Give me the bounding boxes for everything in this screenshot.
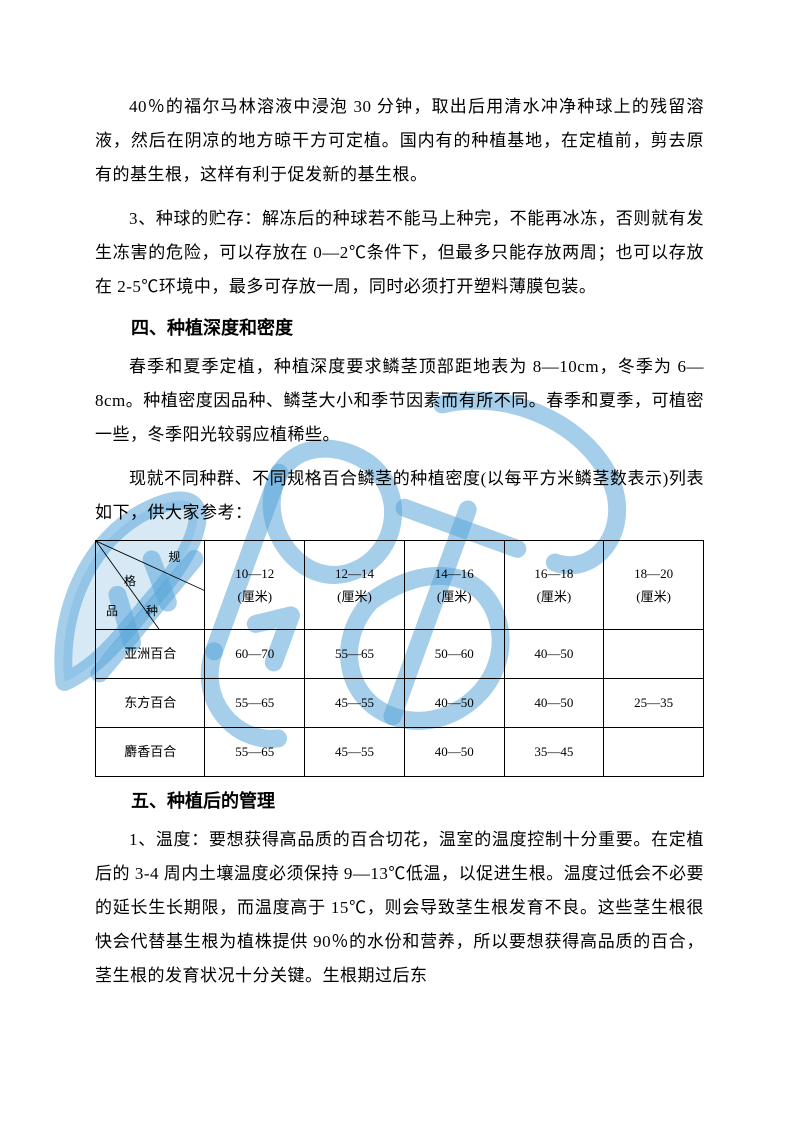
table-cell <box>604 728 704 777</box>
paragraph-5: 1、温度：要想获得高品质的百合切花，温室的温度控制十分重要。在定植后的 3-4 … <box>95 823 704 993</box>
row-label: 亚洲百合 <box>96 630 205 679</box>
table-cell: 55—65 <box>205 679 305 728</box>
table-cell: 45—55 <box>305 679 405 728</box>
paragraph-2: 3、种球的贮存：解冻后的种球若不能马上种完，不能再冰冻，否则就有发生冻害的危险，… <box>95 202 704 304</box>
heading-4: 四、种植深度和密度 <box>95 314 704 340</box>
table-row: 东方百合55—6545—5540—5040—5025—35 <box>96 679 704 728</box>
column-header: 14—16(厘米) <box>404 541 504 630</box>
row-label: 麝香百合 <box>96 728 205 777</box>
table-cell: 40—50 <box>404 728 504 777</box>
column-header: 12—14(厘米) <box>305 541 405 630</box>
table-row: 亚洲百合60—7055—6550—6040—50 <box>96 630 704 679</box>
table-cell: 55—65 <box>205 728 305 777</box>
table-cell: 50—60 <box>404 630 504 679</box>
table-row: 麝香百合55—6545—5540—5035—45 <box>96 728 704 777</box>
table-cell: 40—50 <box>504 679 604 728</box>
table-cell: 45—55 <box>305 728 405 777</box>
corner-label-mid: 格 <box>124 571 136 593</box>
column-header: 16—18(厘米) <box>504 541 604 630</box>
density-table: 规 格 品 种 10—12(厘米)12—14(厘米)14—16(厘米)16—18… <box>95 540 704 777</box>
corner-label-bot2: 种 <box>146 601 158 623</box>
column-header: 10—12(厘米) <box>205 541 305 630</box>
corner-label-top: 规 <box>168 547 180 569</box>
corner-label-bot1: 品 <box>106 601 118 623</box>
row-label: 东方百合 <box>96 679 205 728</box>
table-cell: 55—65 <box>305 630 405 679</box>
table-corner-cell: 规 格 品 种 <box>96 541 205 630</box>
table-cell <box>604 630 704 679</box>
table-cell: 60—70 <box>205 630 305 679</box>
table-cell: 35—45 <box>504 728 604 777</box>
column-header: 18—20(厘米) <box>604 541 704 630</box>
heading-5: 五、种植后的管理 <box>95 787 704 813</box>
paragraph-1: 40％的福尔马林溶液中浸泡 30 分钟，取出后用清水冲净种球上的残留溶液，然后在… <box>95 90 704 192</box>
table-cell: 40—50 <box>504 630 604 679</box>
paragraph-3: 春季和夏季定植，种植深度要求鳞茎顶部距地表为 8—10cm，冬季为 6—8cm。… <box>95 350 704 452</box>
table-cell: 25—35 <box>604 679 704 728</box>
paragraph-4: 现就不同种群、不同规格百合鳞茎的种植密度(以每平方米鳞茎数表示)列表如下，供大家… <box>95 462 704 530</box>
table-cell: 40—50 <box>404 679 504 728</box>
